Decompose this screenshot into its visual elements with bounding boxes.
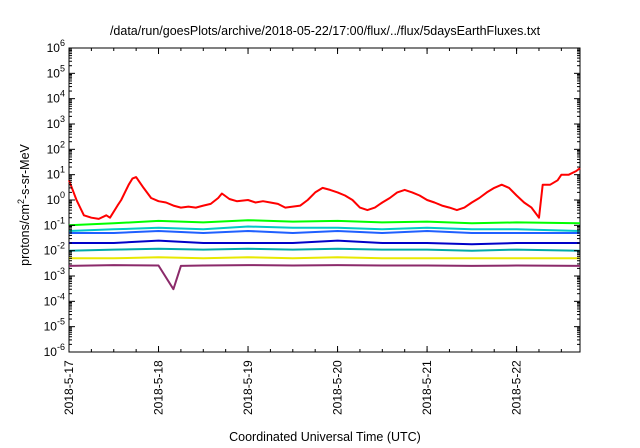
y-tick-label: 10-4 xyxy=(44,291,65,308)
series-line-4 xyxy=(69,230,580,234)
y-tick-label: 104 xyxy=(47,89,65,106)
x-tick-label: 2018-5-21 xyxy=(420,360,434,415)
plot-frame xyxy=(68,47,581,353)
y-axis-label-superscript: 2 xyxy=(16,199,26,204)
y-tick-label: 105 xyxy=(47,63,65,80)
series-line-3 xyxy=(68,225,581,232)
x-tick-label: 2018-5-19 xyxy=(241,360,255,415)
y-axis: 10-6 10-5 10-4 10-3 10-2 10-1 100 101 102 103 104 1… xyxy=(44,38,580,359)
y-axis-label: protons/cm2-s-sr-MeV xyxy=(16,143,32,265)
series-layer xyxy=(68,167,581,291)
y-tick-label: 100 xyxy=(47,190,65,207)
y-tick-label: 10-6 xyxy=(44,342,65,359)
y-tick-label: 10-3 xyxy=(44,266,65,283)
y-tick-label: 10-2 xyxy=(44,241,65,258)
series-line-2 xyxy=(68,219,581,227)
series-line-8 xyxy=(68,264,581,291)
chart-title: /data/run/goesPlots/archive/2018-05-22/1… xyxy=(110,24,541,38)
plot-border xyxy=(68,47,581,353)
x-tick-label: 2018-5-22 xyxy=(510,360,524,415)
series-line-5 xyxy=(69,239,580,246)
series-line-7 xyxy=(69,256,580,260)
y-tick-label: 101 xyxy=(47,165,65,182)
y-axis-label-prefix: protons/cm xyxy=(18,204,32,266)
x-tick-label: 2018-5-18 xyxy=(152,360,166,415)
x-tick-label: 2018-5-17 xyxy=(62,360,76,415)
y-tick-label: 102 xyxy=(47,139,65,156)
series-line-1 xyxy=(68,167,581,220)
y-axis-label-suffix: -s-sr-MeV xyxy=(18,143,32,199)
y-tick-label: 106 xyxy=(47,38,65,55)
x-tick-label: 2018-5-20 xyxy=(331,360,345,415)
series-line-6 xyxy=(68,247,581,252)
y-tick-label: 10-1 xyxy=(44,215,65,232)
y-tick-label: 103 xyxy=(47,114,65,131)
x-axis-label: Coordinated Universal Time (UTC) xyxy=(229,430,421,444)
y-tick-label: 10-5 xyxy=(44,317,65,334)
x-axis: 2018-5-17 2018-5-18 2018-5-19 2018-5-20 2018… xyxy=(62,48,562,415)
